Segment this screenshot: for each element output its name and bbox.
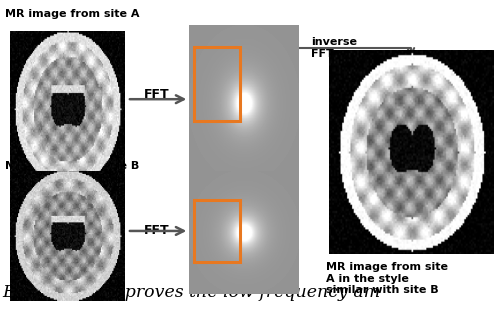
Text: MR image from site B: MR image from site B [5, 161, 139, 171]
Text: FFT: FFT [144, 224, 170, 237]
Text: Example that proves the low frequency am: Example that proves the low frequency am [2, 284, 381, 301]
Text: inverse
FFT: inverse FFT [311, 37, 357, 59]
Bar [194, 200, 240, 262]
Text: MR image from site
A in the style
similar with site B: MR image from site A in the style simila… [326, 262, 448, 295]
Text: FFT: FFT [144, 88, 170, 101]
Bar [194, 46, 240, 121]
Text: MR image from site A: MR image from site A [5, 9, 139, 19]
Text: Swap: Swap [231, 153, 272, 166]
